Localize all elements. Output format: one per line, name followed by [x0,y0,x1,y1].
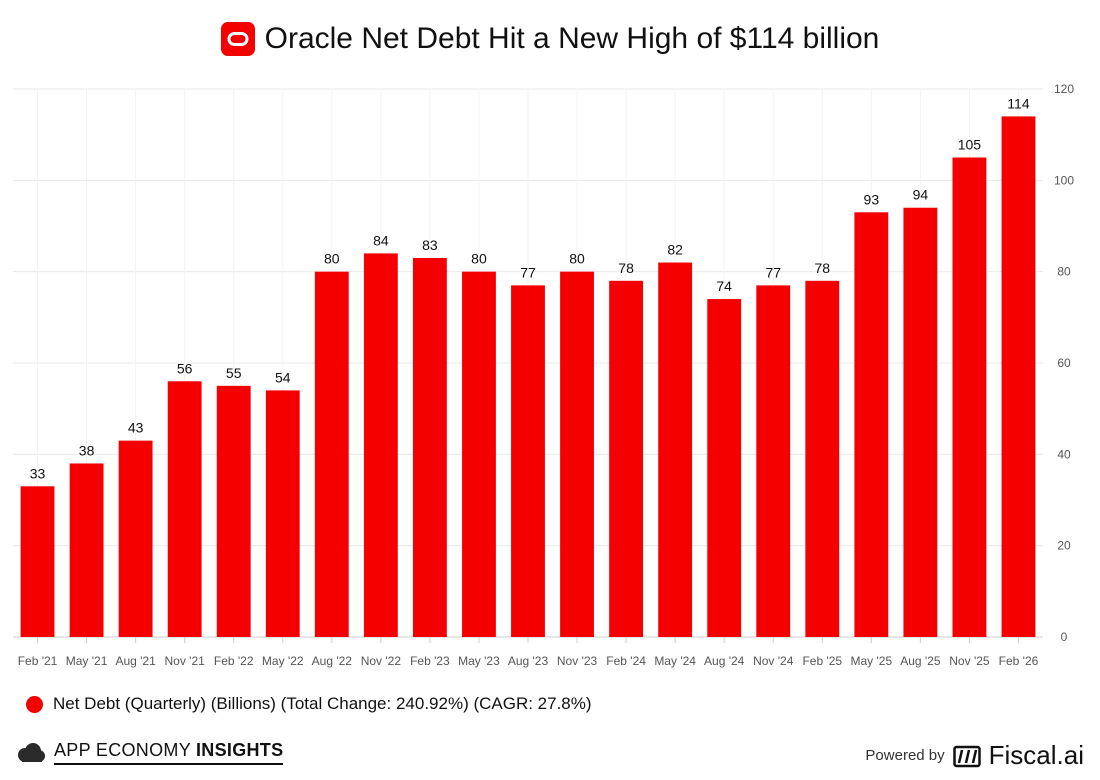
x-tick-label: Feb '22 [214,654,254,668]
x-tick-label: Feb '24 [606,654,646,668]
y-tick-label: 100 [1054,173,1074,187]
brand-suffix: INSIGHTS [196,740,284,760]
brand-name: APP ECONOMY INSIGHTS [54,740,284,765]
data-label: 77 [765,264,781,280]
data-label: 84 [373,232,389,248]
data-label: 78 [618,260,634,276]
x-tick-label: May '25 [851,654,893,668]
bar [560,271,594,637]
bar [412,257,447,637]
data-label: 74 [716,278,732,294]
bar [363,253,398,637]
powered-by-footer: Powered by Fiscal.ai [865,740,1084,771]
data-label: 80 [471,251,487,267]
x-tick-label: May '21 [66,654,108,668]
chart-title-row: Oracle Net Debt Hit a New High of $114 b… [0,22,1100,56]
bar [707,299,742,637]
data-label: 93 [864,191,880,207]
x-tick-label: Feb '25 [802,654,842,668]
bar [69,463,104,637]
bar [314,271,349,637]
bar [511,285,545,637]
legend-marker [26,695,43,713]
x-tick-label: Aug '21 [115,654,156,668]
x-tick-label: Aug '25 [900,654,941,668]
x-tick-label: May '24 [654,654,696,668]
y-tick-label: 120 [1054,82,1074,96]
data-label: 83 [422,237,438,253]
y-tick-label: 20 [1057,539,1071,553]
y-tick-label: 0 [1061,630,1068,644]
fiscal-logo-icon [952,745,981,767]
bar [903,207,938,637]
data-label: 54 [275,369,291,385]
oracle-logo-icon [220,22,255,56]
bar [216,385,251,637]
bar [167,381,202,637]
y-tick-label: 60 [1057,356,1071,370]
chart-title: Oracle Net Debt Hit a New High of $114 b… [264,22,880,55]
x-tick-label: Feb '23 [410,654,450,668]
data-label: 55 [226,365,242,381]
data-label: 114 [1007,95,1030,111]
x-tick-label: May '22 [262,654,304,668]
legend: Net Debt (Quarterly) (Billions) (Total C… [26,694,592,714]
bar [20,486,55,637]
bar [1001,116,1036,637]
data-label: 77 [520,264,536,280]
data-label: 105 [958,137,982,153]
data-label: 82 [667,242,683,258]
data-label: 33 [30,465,46,481]
x-tick-label: Feb '26 [999,654,1039,668]
cloud-logo-icon [18,742,45,762]
brand-footer: APP ECONOMY INSIGHTS [16,740,284,765]
x-tick-label: Nov '23 [557,654,598,668]
bar [462,271,496,637]
y-tick-label: 80 [1057,265,1071,279]
x-tick-label: Feb '21 [18,654,58,668]
x-tick-label: May '23 [458,654,500,668]
bar-chart: 0 20 40 60 80 100 120 33 Feb '21 38 May '21 43 Aug '… [13,82,1074,668]
x-tick-label: Aug '24 [704,654,745,668]
x-tick-label: Aug '23 [508,654,549,668]
provider-name: Fiscal.ai [988,740,1084,770]
data-label: 80 [569,251,585,267]
legend-label: Net Debt (Quarterly) (Billions) (Total C… [53,694,592,713]
bar [952,157,987,637]
powered-by-label: Powered by [865,747,945,764]
x-tick-label: Nov '21 [165,654,206,668]
bar [609,280,644,637]
data-label: 38 [79,442,95,458]
bar [854,212,889,638]
x-tick-label: Aug '22 [312,654,353,668]
x-tick-label: Nov '24 [753,654,794,668]
x-tick-label: Nov '25 [949,654,990,668]
bar [658,262,693,637]
bar [805,280,840,637]
bar [118,440,153,637]
bar [265,390,300,637]
bar [756,285,791,637]
brand-prefix: APP ECONOMY [54,740,191,760]
data-label: 94 [913,187,929,203]
data-label: 78 [814,260,830,276]
data-label: 43 [128,420,144,436]
data-label: 80 [324,251,340,267]
data-label: 56 [177,360,193,376]
y-tick-label: 40 [1057,447,1071,461]
x-tick-label: Nov '22 [361,654,402,668]
